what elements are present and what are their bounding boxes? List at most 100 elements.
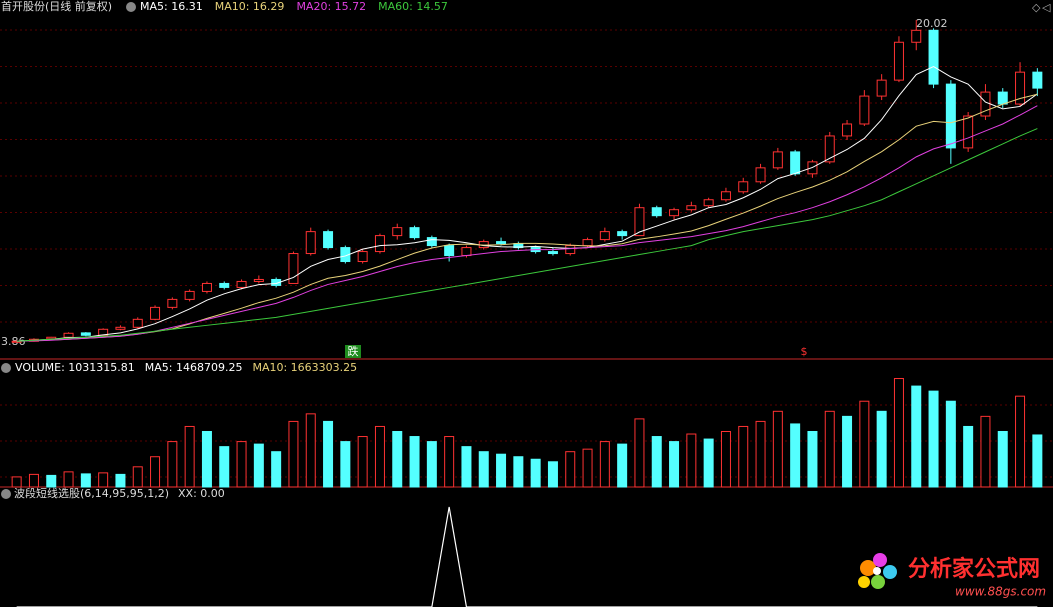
- volume-bar: [720, 431, 731, 488]
- candle-body: [876, 79, 887, 97]
- volume-bar: [893, 378, 904, 488]
- volume-bar: [530, 458, 541, 488]
- volume-bar: [1015, 395, 1026, 488]
- legend-entry: MA60: 14.57: [378, 0, 448, 13]
- candle-body: [236, 280, 247, 288]
- nav-icon[interactable]: ◁: [1042, 1, 1051, 14]
- volume-bar: [686, 433, 697, 488]
- legend-entry: MA20: 15.72: [296, 0, 366, 13]
- candle-body: [374, 235, 385, 253]
- menu-icon[interactable]: [126, 2, 136, 12]
- volume-bar: [80, 473, 91, 488]
- volume-bar: [980, 415, 991, 488]
- candle-body: [409, 227, 420, 239]
- legend-entry: MA10: 1663303.25: [252, 361, 357, 374]
- volume-bar: [63, 471, 74, 488]
- volume-bar: [357, 436, 368, 488]
- volume-bar: [28, 473, 39, 488]
- candle-body: [132, 318, 143, 328]
- volume-bar: [374, 425, 385, 488]
- volume-bar: [755, 420, 766, 488]
- candle-body: [426, 237, 437, 247]
- legend-entry: MA5: 16.31: [140, 0, 203, 13]
- volume-bar: [236, 441, 247, 488]
- candle-body: [963, 115, 974, 149]
- candle-body: [790, 151, 801, 175]
- volume-bar: [738, 425, 749, 488]
- volume-bar: [392, 431, 403, 488]
- volume-bar: [98, 472, 109, 488]
- ma-line: [16, 128, 1038, 342]
- indicator-legend: XX: 0.00: [178, 487, 225, 500]
- volume-bar: [478, 451, 489, 488]
- candle-body: [772, 151, 783, 169]
- candle-body: [582, 239, 593, 247]
- signal-box: [345, 345, 361, 358]
- ma-line: [16, 105, 1038, 342]
- watermark-url: www.88gs.com: [955, 585, 1046, 599]
- candle-body: [720, 191, 731, 201]
- volume-bar: [651, 436, 662, 488]
- candle-body: [461, 247, 472, 257]
- volume-bar: [288, 420, 299, 488]
- candle-body: [755, 167, 766, 183]
- candle-body: [911, 29, 922, 43]
- signal-text: 跌: [348, 344, 359, 358]
- menu-icon[interactable]: [1, 489, 11, 499]
- candle-body: [842, 123, 853, 137]
- volume-bar: [409, 436, 420, 488]
- stock-title: 首开股份(日线 前复权): [1, 0, 112, 13]
- volume-bar: [599, 441, 610, 488]
- volume-bar: [323, 420, 334, 488]
- volume-bar: [617, 443, 628, 488]
- volume-bar: [703, 438, 714, 488]
- candle-body: [288, 253, 299, 284]
- volume-bar: [963, 425, 974, 488]
- candle-body: [115, 326, 126, 330]
- candle-body: [1032, 71, 1043, 89]
- candle-body: [824, 135, 835, 163]
- volume-bar: [219, 446, 230, 488]
- volume-bar: [824, 410, 835, 488]
- legend-entry: VOLUME: 1031315.81: [15, 361, 135, 374]
- volume-bar: [582, 448, 593, 488]
- volume-bar: [184, 425, 195, 488]
- watermark-logo: [858, 553, 897, 589]
- candle-body: [80, 332, 91, 336]
- candle-body: [565, 245, 576, 255]
- nav-icon[interactable]: ◇: [1032, 1, 1041, 14]
- volume-bar: [547, 461, 558, 488]
- candle-body: [167, 298, 178, 308]
- candle-body: [271, 278, 282, 286]
- candle-body: [305, 231, 316, 255]
- candle-body: [738, 181, 749, 193]
- volume-bar: [11, 476, 22, 488]
- candle-body: [323, 231, 334, 249]
- ma-line: [16, 93, 1038, 342]
- volume-bar: [305, 413, 316, 488]
- candle-body: [893, 41, 904, 81]
- volume-bar: [634, 418, 645, 488]
- signal-text: $: [801, 345, 808, 358]
- candle-body: [859, 95, 870, 125]
- candle-body: [392, 227, 403, 237]
- volume-bar: [201, 431, 212, 488]
- candle-body: [1015, 71, 1026, 105]
- watermark-name: 分析家公式网: [908, 556, 1040, 582]
- menu-icon[interactable]: [1, 363, 11, 373]
- volume-bar: [669, 441, 680, 488]
- volume-bar: [1032, 434, 1043, 488]
- ma-line: [16, 66, 1038, 342]
- candle-body: [547, 251, 558, 255]
- volume-bar: [876, 410, 887, 488]
- volume-bar: [842, 415, 853, 488]
- indicator-title: 波段短线选股(6,14,95,95,1,2): [14, 486, 169, 500]
- volume-bar: [928, 390, 939, 488]
- candle-body: [997, 91, 1008, 105]
- candle-body: [201, 282, 212, 292]
- candle-body: [599, 231, 610, 241]
- candle-body: [63, 332, 74, 338]
- volume-bar: [461, 446, 472, 488]
- volume-bar: [426, 441, 437, 488]
